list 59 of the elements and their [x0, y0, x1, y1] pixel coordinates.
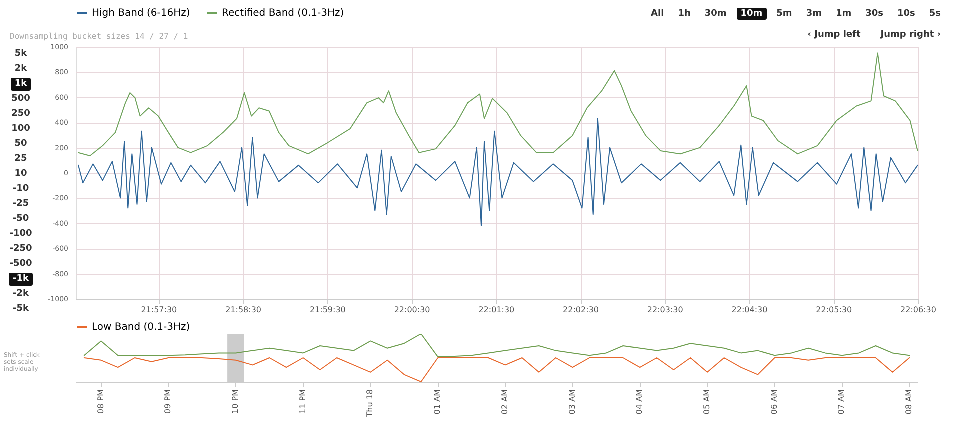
- x-tick-label: 22:02:30: [563, 306, 599, 314]
- text: -5k: [12, 303, 30, 316]
- x-tick-label: 06 AM: [770, 389, 779, 415]
- x-tick-label: 22:04:30: [732, 306, 768, 314]
- x-tick-label: 21:58:30: [226, 306, 262, 314]
- x-tick-label: 05 AM: [702, 389, 712, 415]
- text: 250: [10, 108, 32, 121]
- text: 30s: [864, 8, 884, 20]
- x-tick-label: 22:00:30: [394, 306, 430, 314]
- legend-label: Rectified Band (0.1-3Hz): [222, 8, 344, 19]
- legend-label: High Band (6-16Hz): [92, 8, 190, 19]
- text: Jump right ›: [879, 29, 942, 41]
- x-tick-label: 22:05:30: [816, 306, 852, 314]
- text: 5m: [776, 8, 794, 20]
- text: 5s: [928, 8, 942, 20]
- x-tick-label: 08 PM: [96, 389, 106, 414]
- x-tick-label: 03 AM: [568, 389, 577, 415]
- x-tick-label: 22:06:30: [900, 306, 936, 314]
- text: ‹ Jump left: [806, 29, 862, 41]
- text: -1k: [9, 273, 33, 286]
- text: -10: [12, 183, 30, 196]
- text: -50: [12, 213, 30, 226]
- text: 10s: [896, 8, 916, 20]
- text: 1k: [10, 78, 32, 91]
- text: -2k: [12, 288, 30, 301]
- text: 25: [14, 153, 28, 166]
- text: 10: [14, 168, 28, 181]
- text: -25: [12, 198, 30, 211]
- text: -250: [8, 243, 34, 256]
- text: -500: [8, 258, 34, 271]
- x-tick-label: 01 AM: [433, 389, 442, 415]
- text: All: [650, 8, 666, 20]
- text: 2k: [14, 63, 28, 76]
- text: 3m: [805, 8, 823, 20]
- x-tick-label: 09 PM: [164, 389, 173, 414]
- x-tick-label: 04 AM: [635, 389, 644, 415]
- line-series: [78, 118, 918, 226]
- x-tick-label: Thu 18: [366, 390, 375, 418]
- x-tick-label: 10 PM: [230, 389, 240, 414]
- line-series: [78, 52, 918, 156]
- x-tick-label: 02 AM: [500, 389, 510, 415]
- text: 1h: [677, 8, 692, 20]
- text: 5k: [14, 48, 28, 61]
- x-tick-label: 22:01:30: [478, 306, 515, 314]
- text: 100: [10, 123, 32, 136]
- chart-subtitle: Downsampling bucket sizes 14 / 27 / 1: [10, 32, 188, 41]
- x-tick-label: 22:03:30: [647, 306, 684, 314]
- x-tick-label: 08 AM: [904, 389, 914, 415]
- text: 30m: [704, 8, 728, 20]
- text: 50: [14, 138, 28, 151]
- legend-label: Low Band (0.1-3Hz): [92, 322, 190, 333]
- x-tick-label: 21:57:30: [141, 306, 178, 314]
- text: 500: [10, 93, 32, 106]
- text: -100: [8, 228, 34, 241]
- text: 10m: [736, 8, 767, 20]
- text: 1m: [834, 8, 853, 20]
- x-tick-label: 07 AM: [837, 389, 846, 415]
- x-tick-label: 21:59:30: [310, 306, 346, 314]
- x-tick-label: 11 PM: [298, 389, 308, 414]
